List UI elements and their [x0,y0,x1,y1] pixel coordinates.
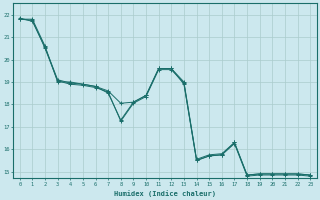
X-axis label: Humidex (Indice chaleur): Humidex (Indice chaleur) [114,190,216,197]
